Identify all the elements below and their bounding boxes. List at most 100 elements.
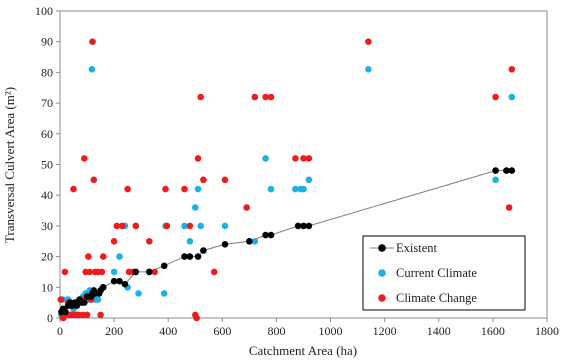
point-climate-change bbox=[90, 176, 98, 184]
legend-label-existent: Existent bbox=[396, 241, 437, 255]
point-existent bbox=[146, 268, 153, 276]
point-climate-change bbox=[70, 185, 77, 193]
point-current-climate bbox=[135, 290, 142, 297]
legend-marker-current-climate bbox=[378, 269, 386, 277]
point-current-climate bbox=[365, 66, 372, 73]
series-climate-change bbox=[57, 38, 516, 322]
point-current-climate bbox=[305, 176, 313, 184]
point-current-climate bbox=[197, 222, 204, 230]
point-current-climate bbox=[194, 185, 202, 193]
legend-marker-climate-change bbox=[378, 294, 386, 302]
point-current-climate bbox=[181, 222, 188, 230]
point-current-climate bbox=[492, 176, 499, 184]
point-climate-change bbox=[508, 66, 516, 73]
y-tick-label: 80 bbox=[41, 65, 53, 79]
x-tick-label: 800 bbox=[267, 324, 285, 338]
point-existent bbox=[300, 222, 307, 230]
x-tick-label: 1800 bbox=[535, 324, 559, 338]
y-tick-label: 100 bbox=[35, 4, 53, 18]
point-climate-change bbox=[194, 155, 202, 162]
point-current-climate bbox=[186, 238, 194, 245]
point-climate-change bbox=[81, 155, 88, 162]
legend-label-current-climate: Current Climate bbox=[396, 266, 477, 280]
x-tick-label: 1200 bbox=[373, 324, 397, 338]
point-existent bbox=[194, 253, 202, 260]
y-axis-ticks: 0 10 20 30 40 50 60 70 80 90 100 bbox=[35, 4, 60, 325]
x-tick-label: 200 bbox=[105, 324, 123, 338]
point-existent bbox=[81, 299, 88, 306]
x-tick-label: 1400 bbox=[427, 324, 451, 338]
y-tick-label: 60 bbox=[41, 127, 53, 141]
point-existent bbox=[160, 262, 168, 270]
point-existent bbox=[121, 280, 129, 288]
point-climate-change bbox=[124, 185, 131, 193]
point-current-climate bbox=[267, 185, 275, 193]
point-existent bbox=[305, 222, 313, 230]
point-climate-change bbox=[197, 93, 204, 101]
point-climate-change bbox=[193, 314, 200, 322]
legend: Existent Current Climate Climate Change bbox=[362, 235, 526, 311]
point-climate-change bbox=[262, 93, 269, 101]
point-current-climate bbox=[160, 290, 168, 297]
point-existent bbox=[186, 253, 194, 260]
point-existent bbox=[73, 302, 81, 310]
y-tick-label: 90 bbox=[41, 35, 53, 49]
point-climate-change bbox=[181, 185, 188, 193]
point-climate-change bbox=[210, 268, 218, 276]
point-climate-change bbox=[113, 222, 121, 230]
point-climate-change bbox=[505, 204, 513, 211]
point-climate-change bbox=[251, 93, 259, 101]
point-climate-change bbox=[98, 268, 106, 276]
point-climate-change bbox=[146, 238, 153, 245]
point-current-climate bbox=[300, 185, 307, 193]
point-climate-change bbox=[200, 176, 207, 184]
y-tick-label: 50 bbox=[41, 158, 53, 172]
point-climate-change bbox=[110, 238, 118, 245]
point-current-climate bbox=[116, 253, 123, 260]
point-current-climate bbox=[88, 66, 96, 73]
point-current-climate bbox=[508, 93, 516, 101]
x-axis-title: Catchment Area (ha) bbox=[249, 343, 357, 358]
point-existent bbox=[200, 247, 207, 254]
point-existent bbox=[246, 238, 253, 245]
point-existent bbox=[116, 277, 123, 285]
point-climate-change bbox=[492, 93, 499, 101]
point-existent bbox=[100, 284, 107, 291]
point-current-climate bbox=[292, 185, 299, 193]
y-tick-label: 0 bbox=[47, 311, 53, 325]
point-current-climate bbox=[192, 204, 199, 211]
point-existent bbox=[492, 167, 499, 174]
point-climate-change bbox=[118, 222, 126, 230]
point-climate-change bbox=[100, 253, 107, 260]
point-existent bbox=[110, 277, 118, 285]
x-tick-label: 1000 bbox=[319, 324, 343, 338]
point-existent bbox=[181, 253, 188, 260]
point-climate-change bbox=[132, 222, 140, 230]
point-climate-change bbox=[85, 253, 92, 260]
y-tick-label: 40 bbox=[41, 188, 53, 202]
point-existent bbox=[508, 167, 516, 174]
point-climate-change bbox=[89, 38, 96, 45]
point-existent bbox=[262, 231, 269, 239]
point-current-climate bbox=[110, 268, 118, 276]
x-tick-label: 400 bbox=[159, 324, 177, 338]
y-tick-label: 20 bbox=[41, 250, 53, 264]
point-climate-change bbox=[365, 38, 372, 45]
point-climate-change bbox=[83, 311, 91, 319]
x-tick-label: 0 bbox=[57, 324, 63, 338]
point-climate-change bbox=[61, 268, 69, 276]
point-climate-change bbox=[57, 296, 65, 303]
x-tick-label: 600 bbox=[213, 324, 231, 338]
point-climate-change bbox=[86, 268, 94, 276]
point-climate-change bbox=[221, 176, 229, 184]
point-current-climate bbox=[221, 222, 229, 230]
point-climate-change bbox=[163, 222, 171, 230]
y-axis-title: Transversal Culvert Area (m²) bbox=[2, 87, 17, 243]
point-existent bbox=[294, 222, 302, 230]
point-existent bbox=[62, 308, 69, 316]
point-climate-change bbox=[162, 185, 169, 193]
point-climate-change bbox=[151, 268, 158, 276]
y-tick-label: 70 bbox=[41, 96, 53, 110]
point-current-climate bbox=[251, 238, 259, 245]
